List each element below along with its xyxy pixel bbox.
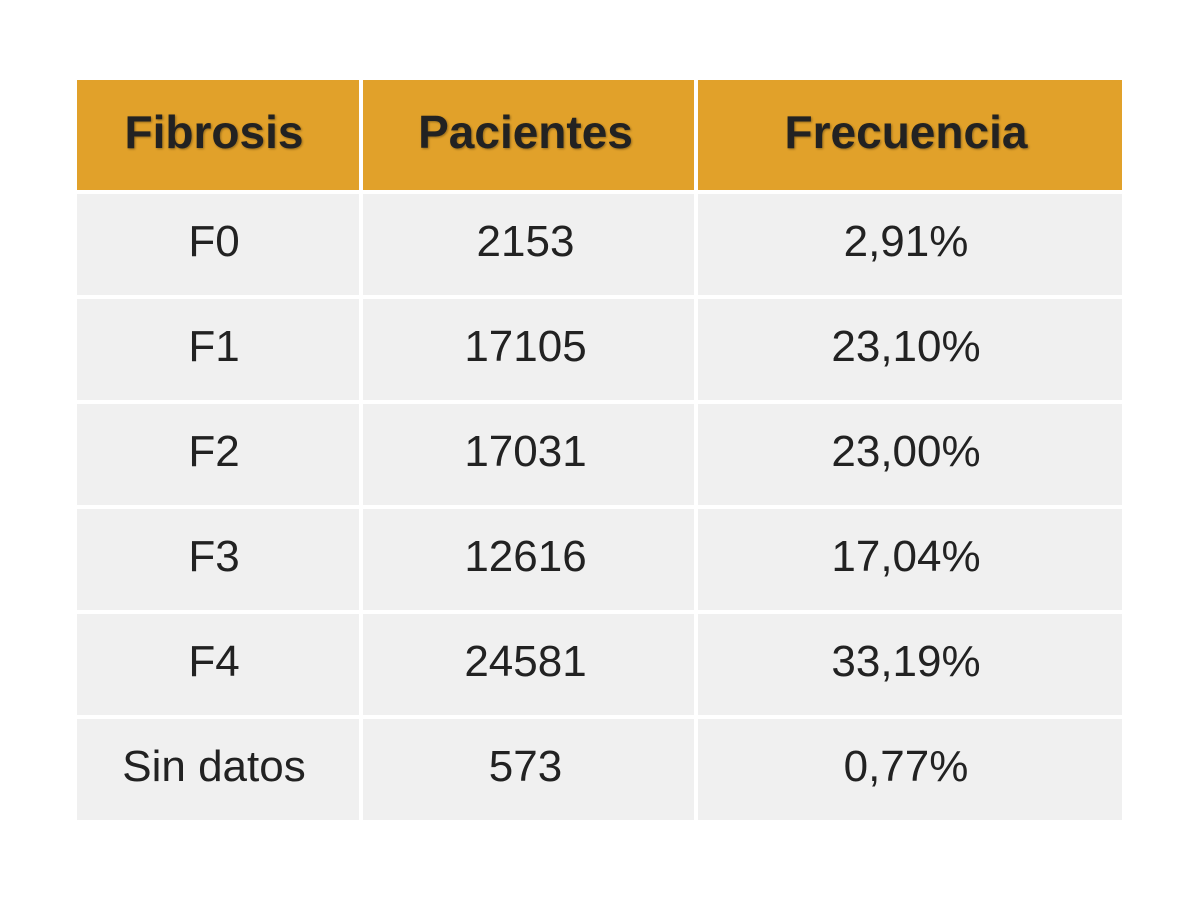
header-frecuencia: Frecuencia: [698, 80, 1122, 190]
cell-fibrosis: F0: [77, 194, 359, 295]
cell-pacientes: 17105: [363, 299, 694, 400]
cell-frecuencia: 0,77%: [698, 719, 1122, 820]
cell-fibrosis: Sin datos: [77, 719, 359, 820]
header-fibrosis: Fibrosis: [77, 80, 359, 190]
cell-frecuencia: 33,19%: [698, 614, 1122, 715]
cell-frecuencia: 23,10%: [698, 299, 1122, 400]
cell-pacientes: 12616: [363, 509, 694, 610]
fibrosis-table: Fibrosis Pacientes Frecuencia F0 2153 2,…: [77, 80, 1122, 820]
cell-pacientes: 17031: [363, 404, 694, 505]
cell-pacientes: 24581: [363, 614, 694, 715]
cell-pacientes: 573: [363, 719, 694, 820]
cell-fibrosis: F3: [77, 509, 359, 610]
cell-pacientes: 2153: [363, 194, 694, 295]
cell-fibrosis: F4: [77, 614, 359, 715]
cell-frecuencia: 17,04%: [698, 509, 1122, 610]
cell-fibrosis: F1: [77, 299, 359, 400]
cell-fibrosis: F2: [77, 404, 359, 505]
header-pacientes: Pacientes: [363, 80, 694, 190]
cell-frecuencia: 23,00%: [698, 404, 1122, 505]
cell-frecuencia: 2,91%: [698, 194, 1122, 295]
